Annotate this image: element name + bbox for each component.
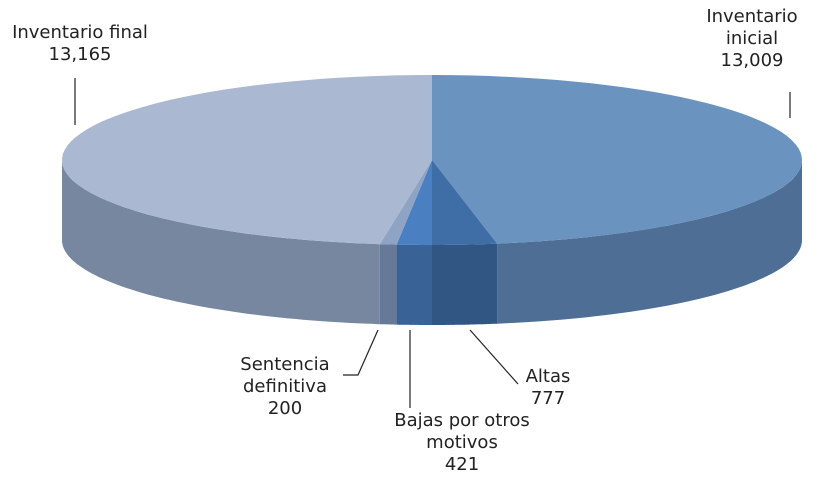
slice-side xyxy=(432,243,498,325)
slice-side xyxy=(497,160,802,324)
slice-label: Inventario inicial 13,009 xyxy=(697,6,807,72)
slice-side xyxy=(62,160,380,325)
category-label: Sentencia definitiva xyxy=(240,354,330,397)
value-label: 777 xyxy=(530,388,566,409)
leader-line xyxy=(469,329,519,385)
leader-line xyxy=(343,329,379,376)
slice-side-shade xyxy=(497,160,802,324)
slice-side-shade xyxy=(396,244,432,325)
value-label: 200 xyxy=(267,398,303,419)
category-label: Inventario inicial xyxy=(706,6,798,49)
slice-top xyxy=(432,75,802,244)
slice-side xyxy=(379,244,397,325)
slice-top xyxy=(62,75,432,245)
category-label: Bajas por otros motivos xyxy=(394,410,530,453)
slice-label: Inventario final 13,165 xyxy=(0,22,160,66)
slice-top xyxy=(379,160,432,245)
value-label: 421 xyxy=(444,454,480,475)
category-label: Altas xyxy=(525,366,571,387)
category-label: Inventario final xyxy=(12,22,148,43)
slice-label: Altas 777 xyxy=(508,366,588,410)
value-label: 13,165 xyxy=(48,44,112,65)
value-label: 13,009 xyxy=(720,50,784,71)
slice-side-shade xyxy=(432,243,498,325)
slice-top xyxy=(432,160,498,245)
slice-label: Sentencia definitiva 200 xyxy=(230,354,340,420)
slice-top xyxy=(396,160,432,245)
slice-label: Bajas por otros motivos 421 xyxy=(377,410,547,476)
slice-side-shade xyxy=(379,244,397,325)
slice-side xyxy=(396,244,432,325)
slice-side-shade xyxy=(62,160,380,325)
